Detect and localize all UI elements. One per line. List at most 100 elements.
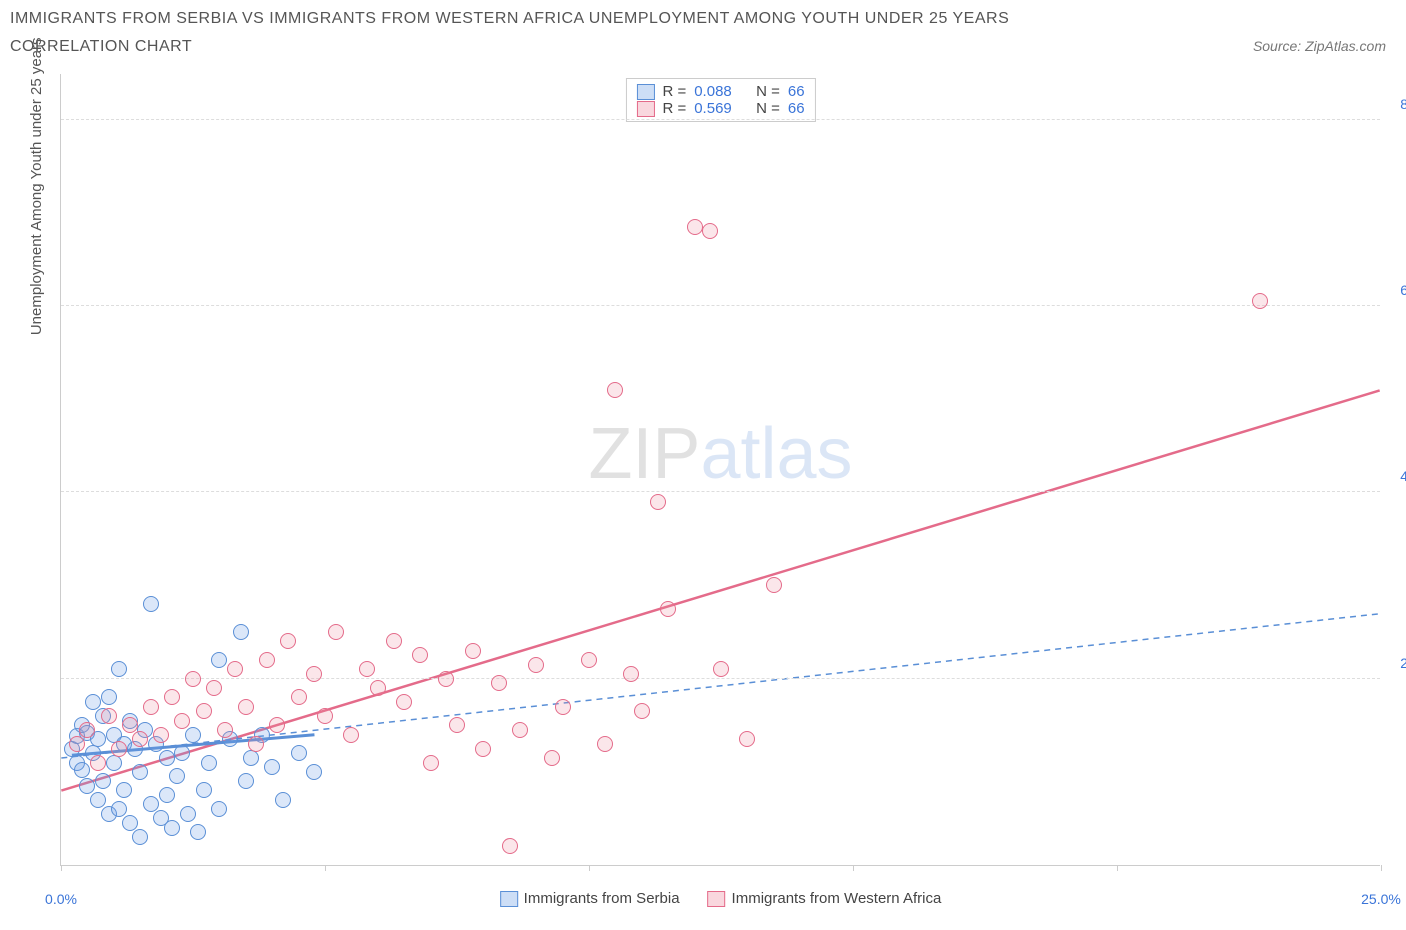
data-point-b [713, 661, 729, 677]
y-tick-label: 60.0% [1400, 282, 1406, 298]
data-point-b [238, 699, 254, 715]
x-tick [853, 865, 854, 871]
gridline [61, 678, 1380, 679]
data-point-a [90, 792, 106, 808]
data-point-b [259, 652, 275, 668]
data-point-b [343, 727, 359, 743]
data-point-a [122, 815, 138, 831]
data-point-a [211, 801, 227, 817]
data-point-a [159, 787, 175, 803]
data-point-a [306, 764, 322, 780]
data-point-a [238, 773, 254, 789]
data-point-a [233, 624, 249, 640]
data-point-b [660, 601, 676, 617]
correlation-scatter-chart: Unemployment Among Youth under 25 years … [10, 64, 1396, 914]
data-point-b [423, 755, 439, 771]
data-point-b [555, 699, 571, 715]
x-tick [589, 865, 590, 871]
data-point-a [111, 801, 127, 817]
data-point-b [1252, 293, 1268, 309]
data-point-b [702, 223, 718, 239]
y-tick-label: 80.0% [1400, 96, 1406, 112]
data-point-b [143, 699, 159, 715]
data-point-b [386, 633, 402, 649]
data-point-a [143, 596, 159, 612]
source-attribution: Source: ZipAtlas.com [1253, 38, 1386, 54]
data-point-b [306, 666, 322, 682]
data-point-b [607, 382, 623, 398]
x-tick-label: 25.0% [1361, 891, 1401, 907]
data-point-a [101, 689, 117, 705]
data-point-b [597, 736, 613, 752]
data-point-a [211, 652, 227, 668]
data-point-b [101, 708, 117, 724]
data-point-b [153, 727, 169, 743]
data-point-b [122, 717, 138, 733]
data-point-b [512, 722, 528, 738]
data-point-a [164, 820, 180, 836]
data-point-b [438, 671, 454, 687]
data-point-b [164, 689, 180, 705]
data-point-a [85, 694, 101, 710]
legend-label-b: Immigrants from Western Africa [732, 890, 942, 907]
data-point-b [650, 494, 666, 510]
data-point-b [79, 722, 95, 738]
data-point-b [196, 703, 212, 719]
data-point-b [449, 717, 465, 733]
data-point-a [116, 782, 132, 798]
data-point-b [766, 577, 782, 593]
data-point-a [79, 778, 95, 794]
data-point-b [280, 633, 296, 649]
legend-swatch-b [708, 891, 726, 907]
data-point-a [275, 792, 291, 808]
data-point-b [227, 661, 243, 677]
data-point-b [328, 624, 344, 640]
data-point-b [291, 689, 307, 705]
data-point-a [243, 750, 259, 766]
swatch-series-a [636, 84, 654, 100]
gridline [61, 491, 1380, 492]
data-point-b [359, 661, 375, 677]
data-point-b [111, 741, 127, 757]
data-point-b [687, 219, 703, 235]
data-point-a [132, 764, 148, 780]
y-tick-label: 40.0% [1400, 468, 1406, 484]
data-point-a [111, 661, 127, 677]
data-point-a [74, 762, 90, 778]
data-point-b [396, 694, 412, 710]
data-point-a [143, 796, 159, 812]
data-point-b [634, 703, 650, 719]
data-point-a [264, 759, 280, 775]
data-point-a [169, 768, 185, 784]
y-axis-label: Unemployment Among Youth under 25 years [28, 37, 45, 335]
data-point-a [201, 755, 217, 771]
data-point-a [180, 806, 196, 822]
data-point-a [132, 829, 148, 845]
gridline [61, 119, 1380, 120]
data-point-a [196, 782, 212, 798]
data-point-b [132, 731, 148, 747]
data-point-b [491, 675, 507, 691]
data-point-b [739, 731, 755, 747]
data-point-b [217, 722, 233, 738]
data-point-a [174, 745, 190, 761]
data-point-b [317, 708, 333, 724]
x-tick [325, 865, 326, 871]
swatch-series-b [636, 101, 654, 117]
x-tick [1381, 865, 1382, 871]
data-point-a [159, 750, 175, 766]
watermark: ZIPatlas [588, 413, 852, 495]
data-point-a [95, 773, 111, 789]
data-point-b [475, 741, 491, 757]
data-point-b [623, 666, 639, 682]
x-tick-label: 0.0% [45, 891, 77, 907]
data-point-b [69, 736, 85, 752]
series-legend: Immigrants from Serbia Immigrants from W… [500, 890, 942, 907]
x-tick [61, 865, 62, 871]
legend-swatch-a [500, 891, 518, 907]
x-tick [1117, 865, 1118, 871]
data-point-b [412, 647, 428, 663]
data-point-a [106, 755, 122, 771]
chart-subtitle: CORRELATION CHART [10, 38, 1396, 56]
data-point-b [90, 755, 106, 771]
